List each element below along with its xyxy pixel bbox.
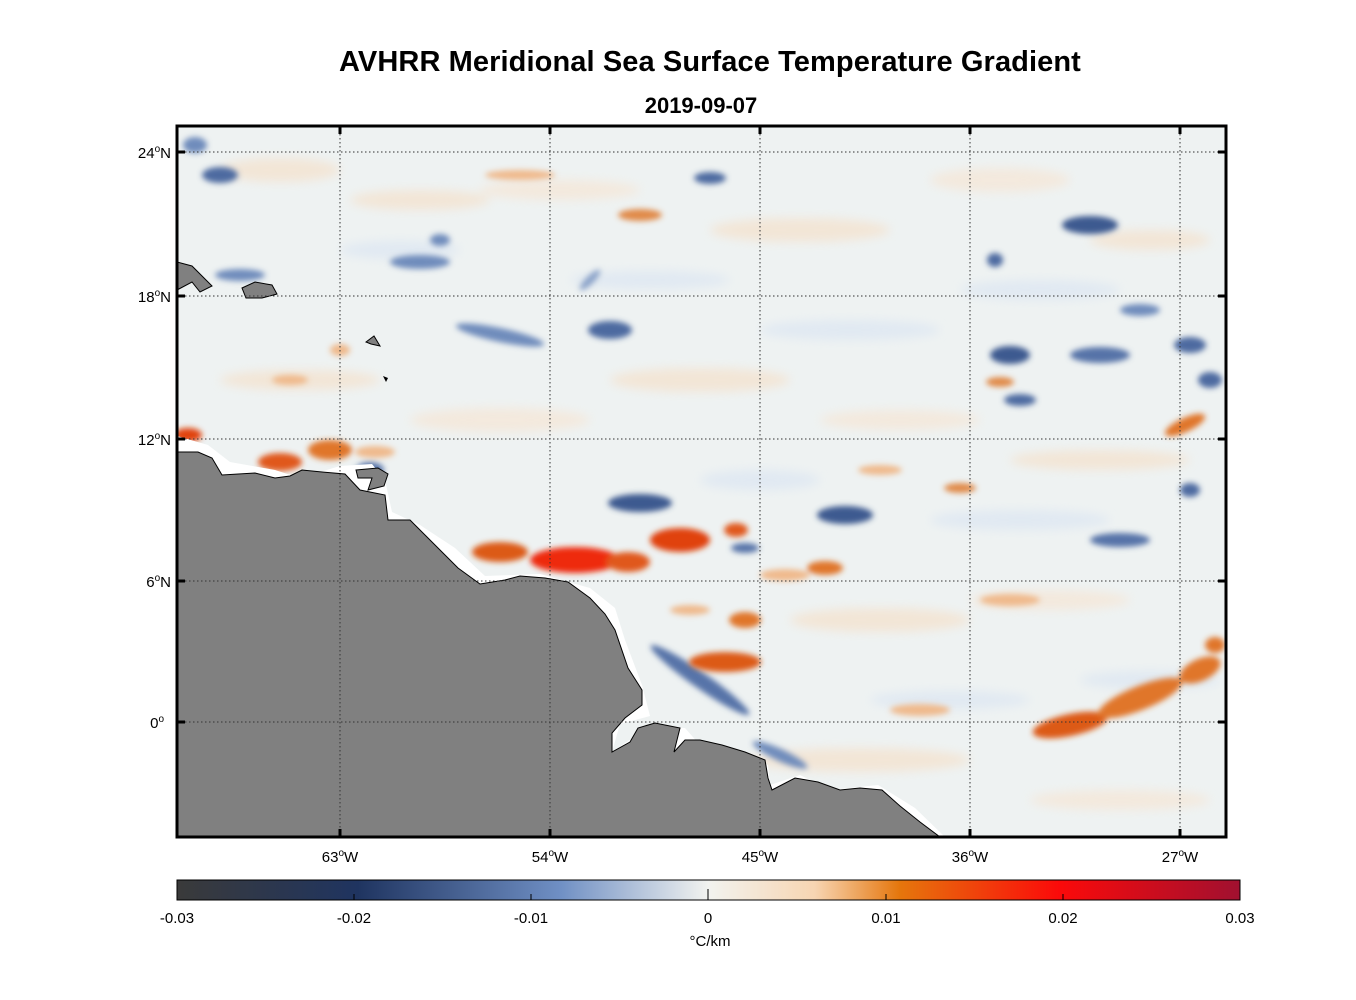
island-trinidad [355,467,389,491]
colorbar-unit-label: °C/km [689,933,731,950]
south-america-land [177,451,941,837]
sst-gradient-field [220,158,1220,810]
x-tick-label: 63oW [322,848,359,866]
y-tick-label: 0o [150,714,164,732]
colorbar-tick-label: -0.02 [337,910,371,927]
x-tick-label: 54oW [532,848,569,866]
map-frame [175,124,1228,839]
chart-subtitle: 2019-09-07 [644,93,758,118]
y-tick-label: 24oN [138,144,171,162]
x-tick-label: 36oW [952,848,989,866]
colorbar: -0.03 -0.02 -0.01 0 0.01 0.02 0.03 [160,879,1255,927]
x-tick-labels: 63oW 54oW 45oW 36oW 27oW [322,848,1199,866]
island-small-2 [383,376,388,382]
positive-gradient-features [177,170,1225,739]
y-tick-label: 6oN [146,573,171,591]
colorbar-tick-label: -0.03 [160,910,194,927]
map-plot-area [177,126,1226,837]
x-tick-label: 45oW [742,848,779,866]
island-small-1 [364,335,382,347]
y-tick-label: 12oN [138,431,171,449]
chart-title: AVHRR Meridional Sea Surface Temperature… [339,46,1081,78]
colorbar-tick-label: -0.01 [514,910,548,927]
island-puerto-rico [241,281,278,299]
graticule [177,126,1226,837]
y-tick-label: 18oN [138,288,171,306]
colorbar-ticks [176,889,1241,900]
colorbar-tick-label: 0 [704,910,712,927]
island-left [177,261,213,293]
negative-gradient-features [183,137,1222,769]
colorbar-tick-label: 0.03 [1225,910,1254,927]
y-tick-labels: 24oN 18oN 12oN 6oN 0o [138,144,171,732]
axis-ticks [177,126,1226,837]
colorbar-tick-label: 0.02 [1048,910,1077,927]
x-tick-label: 27oW [1162,848,1199,866]
colorbar-tick-label: 0.01 [871,910,900,927]
